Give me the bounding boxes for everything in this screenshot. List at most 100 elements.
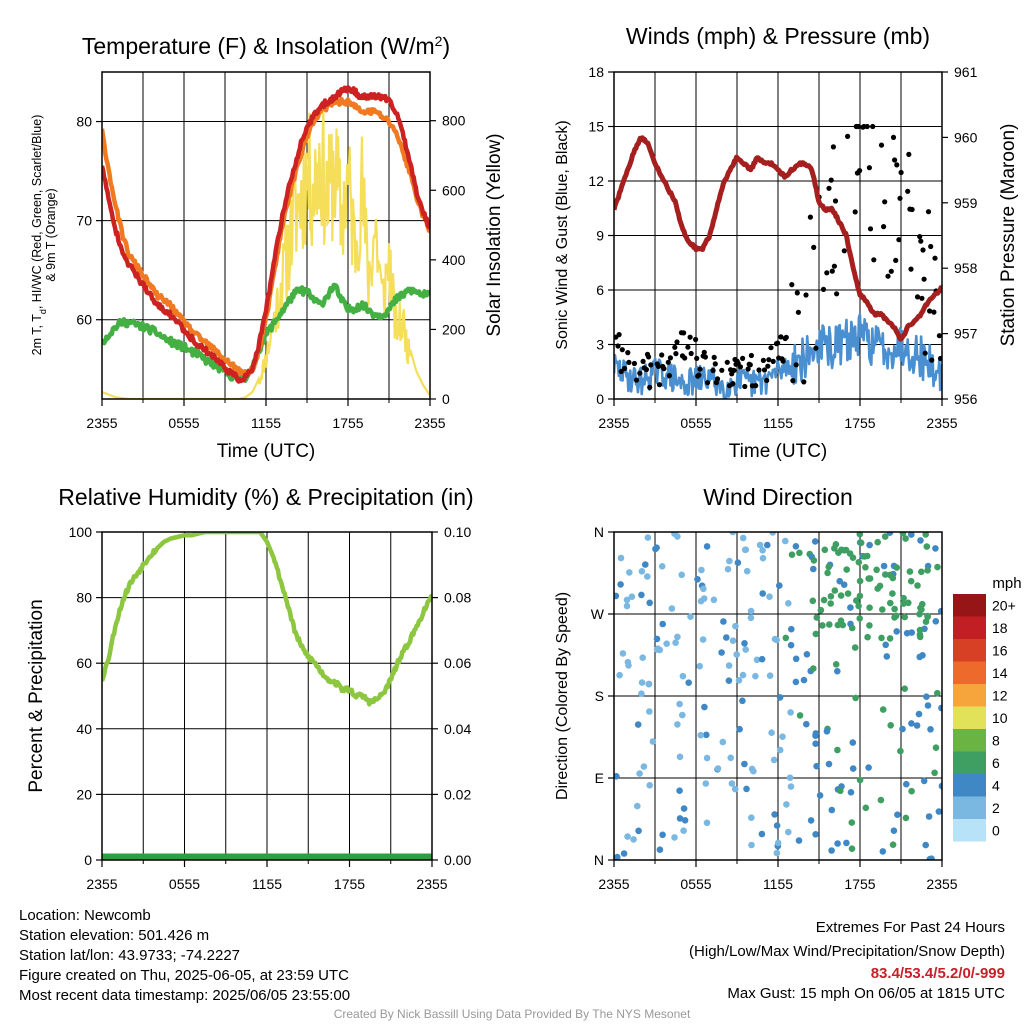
direction-point: [617, 554, 625, 562]
direction-point: [922, 618, 930, 625]
direction-point: [758, 830, 766, 838]
gust-point: [621, 365, 628, 372]
direction-point: [634, 802, 641, 810]
direction-point: [787, 641, 795, 649]
gust-point: [803, 292, 809, 298]
gust-point: [659, 352, 665, 358]
direction-point: [812, 730, 820, 737]
gust-point: [780, 358, 786, 364]
direction-point: [837, 592, 845, 599]
gust-point: [615, 343, 621, 349]
gust-point: [648, 362, 654, 368]
direction-point: [752, 672, 759, 680]
direction-point: [923, 543, 931, 550]
direction-point: [922, 841, 929, 849]
y-tick-label: 15: [588, 119, 604, 135]
direction-point: [773, 822, 781, 829]
direction-point: [739, 534, 747, 542]
gust-point: [830, 144, 837, 150]
extremes-values: 83.4/53.4/5.2/0/-999: [870, 965, 1005, 982]
direction-point: [913, 722, 921, 729]
direction-point: [813, 762, 820, 770]
direction-point: [642, 561, 649, 568]
direction-point: [915, 710, 923, 718]
gust-point: [778, 334, 784, 340]
gust-point: [625, 350, 631, 356]
gust-point: [768, 345, 774, 351]
direction-point: [646, 708, 653, 715]
gust-point: [687, 334, 693, 340]
gust-point: [643, 366, 650, 373]
y2-tick-label: 0: [442, 391, 450, 407]
direction-point: [741, 760, 748, 768]
temp-xlabel: Time (UTC): [217, 441, 316, 462]
gust-point: [918, 238, 924, 244]
direction-point: [676, 753, 684, 761]
direction-point: [723, 634, 730, 641]
gust-point: [694, 355, 700, 361]
direction-point: [889, 841, 897, 848]
gust-point: [870, 123, 876, 130]
gust-point: [633, 377, 640, 383]
direction-point: [742, 546, 750, 553]
direction-point: [848, 845, 856, 852]
direction-point: [840, 581, 848, 588]
direction-point: [742, 646, 749, 653]
x-tick-label: 0555: [168, 415, 199, 431]
gust-point: [794, 290, 800, 296]
direction-point: [931, 769, 938, 777]
direction-point: [866, 541, 873, 549]
direction-point: [857, 539, 865, 547]
legend-label: 12: [992, 687, 1008, 703]
x-tick-label: 0555: [680, 415, 711, 431]
direction-point: [748, 841, 755, 849]
direction-point: [710, 596, 718, 604]
direction-point: [852, 694, 859, 702]
direction-point: [879, 848, 887, 855]
direction-point: [834, 667, 841, 675]
direction-point: [865, 764, 872, 771]
direction-point: [787, 709, 794, 716]
gust-point: [789, 282, 795, 288]
gust-point: [770, 358, 776, 364]
direction-point: [907, 577, 915, 585]
direction-point: [920, 777, 928, 785]
gust-point: [925, 209, 932, 215]
gust-point: [845, 133, 851, 139]
direction-point: [864, 633, 871, 641]
y2-tick-label: 400: [442, 252, 466, 268]
direction-point: [831, 545, 838, 552]
gust-point: [685, 344, 691, 350]
direction-point: [813, 614, 821, 621]
direction-point: [782, 537, 789, 545]
direction-point: [638, 690, 645, 697]
gust-point: [908, 266, 914, 272]
legend-label: 0: [992, 822, 1000, 838]
y2-tick-label: 956: [954, 391, 978, 407]
direction-point: [928, 855, 935, 860]
direction-point: [937, 607, 942, 615]
direction-point: [644, 573, 651, 580]
gust-point: [820, 286, 827, 292]
gust-point: [672, 344, 678, 350]
direction-point: [703, 754, 711, 762]
direction-point: [825, 760, 833, 768]
direction-point: [919, 652, 926, 659]
direction-point: [758, 655, 766, 663]
gust-point: [655, 363, 662, 369]
direction-point: [702, 780, 710, 787]
direction-point: [849, 765, 857, 772]
y-tick-label: 3: [596, 337, 604, 353]
gust-point: [929, 357, 935, 363]
direction-point: [832, 661, 840, 668]
direction-point: [877, 796, 885, 804]
direction-point: [727, 754, 734, 762]
gust-point: [682, 355, 688, 361]
x-tick-label: 0555: [169, 876, 200, 892]
extremes-subtitle: (High/Low/Max Wind/Precipitation/Snow De…: [689, 943, 1005, 960]
gust-point: [867, 226, 874, 232]
direction-point: [714, 765, 722, 772]
direction-point: [908, 629, 915, 636]
direction-point: [680, 827, 687, 834]
direction-point: [676, 815, 684, 822]
